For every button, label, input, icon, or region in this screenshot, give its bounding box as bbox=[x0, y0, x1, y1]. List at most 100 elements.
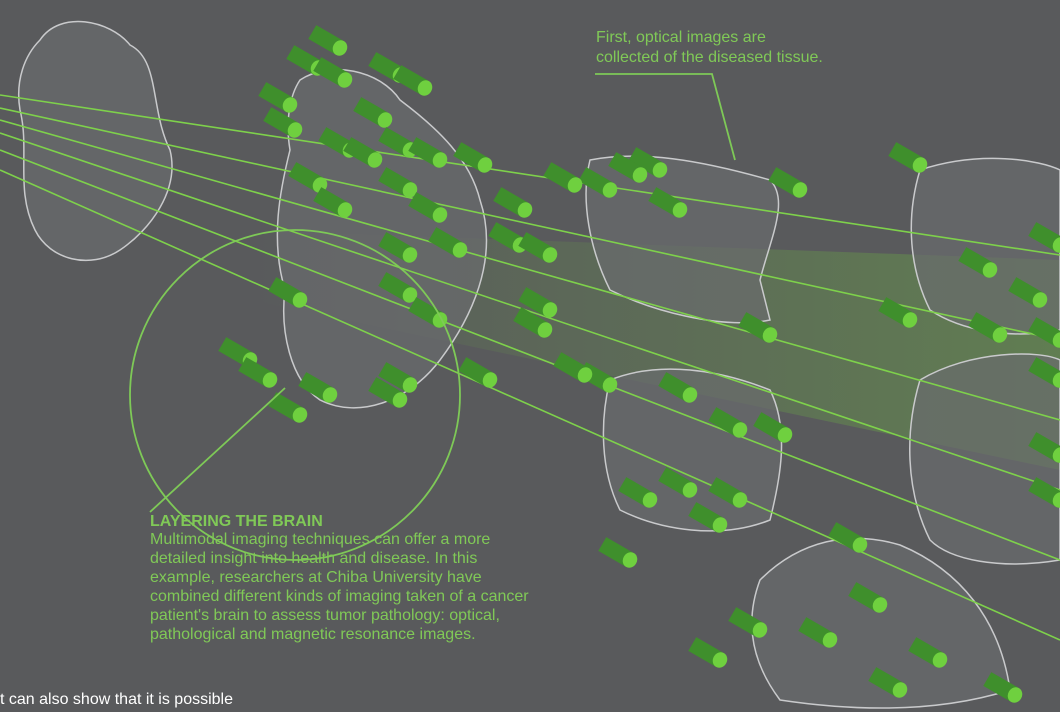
cylinder bbox=[378, 167, 418, 198]
cylinder bbox=[458, 357, 498, 388]
cylinder bbox=[648, 187, 688, 218]
cylinder-cap bbox=[872, 597, 888, 613]
cylinder-cap bbox=[337, 202, 353, 218]
cylinder-cap bbox=[1052, 492, 1060, 508]
cylinder-cap bbox=[682, 387, 698, 403]
cylinder bbox=[578, 167, 618, 198]
cylinder bbox=[378, 362, 418, 393]
cylinder bbox=[848, 582, 888, 613]
callout-body: Multimodal imaging techniques can offer … bbox=[150, 531, 529, 643]
cylinder bbox=[728, 607, 768, 638]
cylinder bbox=[1028, 317, 1060, 348]
cylinder bbox=[238, 357, 278, 388]
callout-top-line: collected of the diseased tissue. bbox=[596, 49, 823, 66]
callout-body-line: patient's brain to assess tumor patholog… bbox=[150, 607, 500, 624]
cylinder bbox=[1028, 222, 1060, 253]
cylinder-cap bbox=[402, 247, 418, 263]
cylinder bbox=[378, 272, 418, 303]
cylinder-cap bbox=[1052, 332, 1060, 348]
cylinder bbox=[393, 65, 433, 96]
cylinder-cap bbox=[642, 492, 658, 508]
cylinder bbox=[513, 307, 553, 338]
cylinder bbox=[908, 637, 948, 668]
cylinder-cap bbox=[452, 242, 468, 258]
cylinder bbox=[408, 137, 448, 168]
callout-body-line: example, researchers at Chiba University… bbox=[150, 569, 482, 586]
cylinder bbox=[958, 247, 998, 278]
cylinder-cap bbox=[432, 207, 448, 223]
cylinder bbox=[308, 25, 348, 56]
cylinder bbox=[753, 412, 793, 443]
cylinder-cap bbox=[712, 517, 728, 533]
cylinder-cap bbox=[1052, 372, 1060, 388]
cylinder bbox=[378, 232, 418, 263]
cylinder-cap bbox=[732, 422, 748, 438]
cylinder bbox=[768, 167, 808, 198]
cylinder bbox=[263, 107, 303, 138]
scan-lines bbox=[0, 94, 1060, 641]
cylinder bbox=[518, 287, 558, 318]
cylinder-cap bbox=[542, 302, 558, 318]
cylinder-cap bbox=[282, 97, 298, 113]
callout-body-line: Multimodal imaging techniques can offer … bbox=[150, 531, 490, 548]
cylinder-cap bbox=[652, 162, 668, 178]
footer-text: t can also show that it is possible bbox=[0, 691, 233, 708]
cylinder-cap bbox=[682, 482, 698, 498]
cylinder-cap bbox=[542, 247, 558, 263]
cylinder-cap bbox=[337, 72, 353, 88]
cylinder bbox=[983, 672, 1023, 703]
cylinder-cap bbox=[902, 312, 918, 328]
cylinder bbox=[738, 312, 778, 343]
cylinder-cap bbox=[982, 262, 998, 278]
cylinder bbox=[708, 407, 748, 438]
cylinder bbox=[543, 162, 583, 193]
cylinder bbox=[598, 537, 638, 568]
cylinder bbox=[518, 232, 558, 263]
cylinder bbox=[968, 312, 1008, 343]
cylinder-cap bbox=[762, 327, 778, 343]
callout-body-line: detailed insight into health and disease… bbox=[150, 550, 477, 567]
cylinder bbox=[708, 477, 748, 508]
cylinder bbox=[878, 297, 918, 328]
cylinder bbox=[868, 667, 908, 698]
cylinder-cap bbox=[567, 177, 583, 193]
cylinder-cap bbox=[1052, 447, 1060, 463]
cylinder bbox=[688, 637, 728, 668]
cylinder-cap bbox=[822, 632, 838, 648]
cylinder-cap bbox=[432, 152, 448, 168]
cylinder-cap bbox=[292, 292, 308, 308]
callout-lines bbox=[129, 73, 736, 561]
cylinder-cap bbox=[632, 167, 648, 183]
cylinder-cap bbox=[392, 392, 408, 408]
cylinder-cap bbox=[992, 327, 1008, 343]
cylinder-cap bbox=[402, 182, 418, 198]
cylinder bbox=[658, 467, 698, 498]
cylinder bbox=[313, 187, 353, 218]
callout-body-line: combined different kinds of imaging take… bbox=[150, 588, 529, 605]
cylinder-cap bbox=[602, 182, 618, 198]
cylinder-cap bbox=[932, 652, 948, 668]
cylinder bbox=[428, 227, 468, 258]
cylinder-cap bbox=[622, 552, 638, 568]
cylinder bbox=[368, 377, 408, 408]
cylinder bbox=[628, 147, 668, 178]
callout-title: LAYERING THE BRAIN bbox=[150, 513, 323, 530]
cylinder bbox=[1008, 277, 1048, 308]
cylinder bbox=[268, 392, 308, 423]
cylinder-cap bbox=[332, 40, 348, 56]
cylinder bbox=[343, 137, 383, 168]
cylinder bbox=[313, 57, 353, 88]
cylinder-cap bbox=[367, 152, 383, 168]
callout-body-line: pathological and magnetic resonance imag… bbox=[150, 626, 476, 643]
cylinder bbox=[408, 192, 448, 223]
cylinder-cap bbox=[1032, 292, 1048, 308]
cylinder bbox=[553, 352, 593, 383]
cylinder bbox=[658, 372, 698, 403]
cylinder bbox=[353, 97, 393, 128]
cylinder bbox=[298, 372, 338, 403]
cylinder bbox=[798, 617, 838, 648]
cylinder-cap bbox=[1007, 687, 1023, 703]
cylinder bbox=[688, 502, 728, 533]
